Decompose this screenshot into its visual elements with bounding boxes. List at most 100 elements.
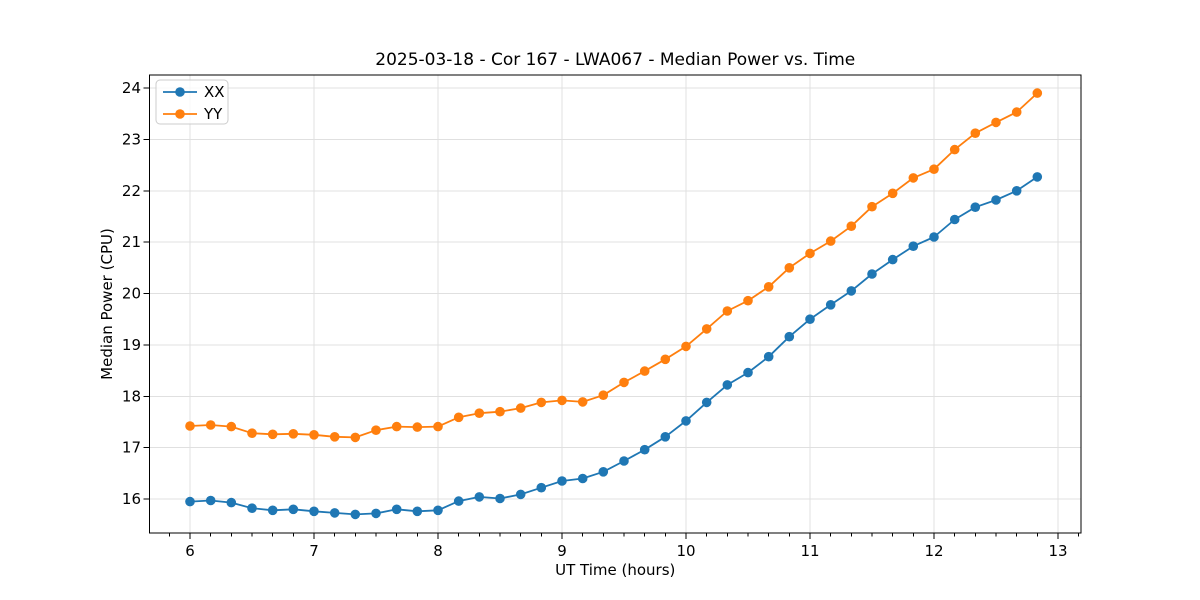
data-point xyxy=(453,496,464,506)
data-point xyxy=(681,416,691,426)
y-tick-label: 17 xyxy=(122,439,141,457)
y-tick-label: 20 xyxy=(122,285,141,303)
data-point xyxy=(1011,107,1022,117)
data-point xyxy=(226,497,237,508)
data-point xyxy=(929,164,939,174)
data-point xyxy=(867,201,877,212)
data-point xyxy=(743,367,753,378)
data-point xyxy=(433,505,443,516)
data-point xyxy=(391,421,402,432)
data-point xyxy=(185,496,195,507)
data-point xyxy=(329,432,340,442)
data-point xyxy=(991,117,1001,128)
data-point xyxy=(598,467,609,477)
series-yy xyxy=(185,88,1043,443)
data-point xyxy=(1032,88,1043,98)
data-point xyxy=(743,295,753,306)
data-point xyxy=(887,254,898,265)
data-point xyxy=(309,430,319,440)
data-point xyxy=(515,403,526,413)
y-tick-label: 16 xyxy=(122,490,141,508)
data-point xyxy=(247,503,257,513)
data-point xyxy=(949,144,960,155)
data-point xyxy=(805,248,815,259)
data-point xyxy=(515,489,526,500)
data-point xyxy=(329,508,340,518)
data-point xyxy=(784,263,795,273)
x-tick-label: 6 xyxy=(185,542,195,560)
data-point xyxy=(908,241,919,251)
data-point xyxy=(288,429,299,439)
series-line xyxy=(189,176,1038,516)
data-point xyxy=(639,366,650,376)
x-tick-label: 13 xyxy=(1048,542,1067,560)
x-tick-label: 7 xyxy=(309,542,319,560)
data-point xyxy=(991,195,1001,205)
y-tick-label: 21 xyxy=(122,233,141,251)
x-tick-label: 11 xyxy=(800,542,819,560)
data-point xyxy=(391,504,402,515)
data-point xyxy=(908,173,919,183)
data-point xyxy=(619,456,629,466)
data-point xyxy=(805,314,815,325)
data-point xyxy=(288,504,299,515)
data-point xyxy=(557,395,567,406)
data-point xyxy=(763,351,774,362)
legend: XX YY xyxy=(155,79,229,125)
x-axis-label: UT Time (hours) xyxy=(555,561,675,579)
data-point xyxy=(722,380,733,390)
data-point xyxy=(949,214,960,225)
y-tick-label: 19 xyxy=(122,336,141,354)
data-point xyxy=(371,425,381,436)
x-tick-label: 10 xyxy=(676,542,695,560)
data-point xyxy=(412,422,423,432)
y-tick-label: 24 xyxy=(122,79,141,97)
data-point xyxy=(371,508,381,519)
grid xyxy=(149,75,1081,533)
data-point xyxy=(825,300,836,310)
legend-label: YY xyxy=(203,105,223,123)
data-point xyxy=(660,432,671,442)
data-point xyxy=(350,509,361,520)
data-point xyxy=(350,432,361,443)
data-point xyxy=(929,232,939,242)
data-point xyxy=(205,495,216,506)
data-point xyxy=(660,354,671,365)
data-point xyxy=(474,492,485,502)
legend-box xyxy=(155,79,229,125)
data-point xyxy=(1011,186,1022,196)
series-line xyxy=(189,92,1038,439)
data-point xyxy=(267,505,278,516)
data-point xyxy=(536,397,547,408)
x-tick-label: 12 xyxy=(924,542,943,560)
data-point xyxy=(784,331,795,342)
axis-ticks xyxy=(143,87,1080,539)
data-point xyxy=(536,482,547,493)
x-tick-label: 8 xyxy=(433,542,443,560)
series-xx xyxy=(185,172,1043,520)
data-point xyxy=(867,269,877,279)
data-point xyxy=(205,420,216,430)
data-point xyxy=(247,428,257,439)
data-point xyxy=(970,128,981,138)
data-point xyxy=(433,421,443,432)
data-point xyxy=(701,397,712,408)
data-point xyxy=(846,221,857,231)
legend-item-xx: XX xyxy=(163,83,225,101)
data-point xyxy=(577,473,588,484)
data-point xyxy=(309,506,319,517)
data-point xyxy=(557,476,567,486)
data-point xyxy=(495,493,505,504)
data-point xyxy=(639,444,650,455)
data-point xyxy=(825,236,836,246)
data-point xyxy=(846,286,857,296)
data-point xyxy=(474,408,485,419)
data-point xyxy=(1032,172,1043,182)
y-tick-label: 23 xyxy=(122,130,141,148)
y-axis-label: Median Power (CPU) xyxy=(98,228,116,380)
data-point xyxy=(681,341,691,352)
data-point xyxy=(185,421,195,431)
data-point xyxy=(267,429,278,440)
